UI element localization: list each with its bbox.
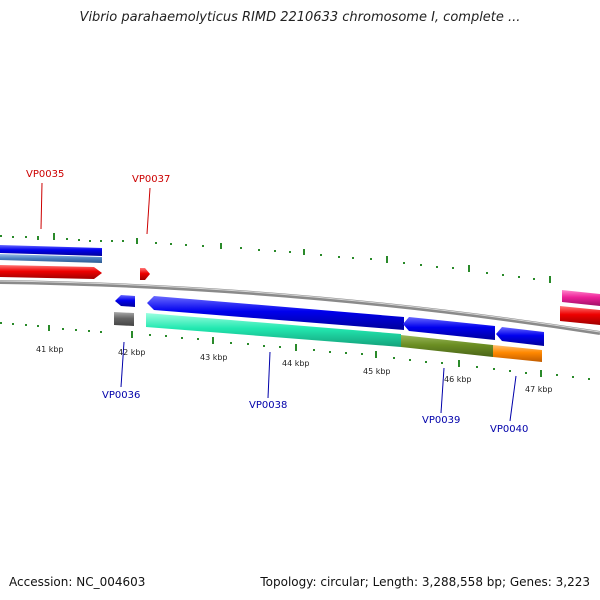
gene-vp0036-arrow[interactable] [115, 295, 135, 307]
inner-tick-track [0, 322, 590, 380]
leader-vp0038 [267, 351, 271, 399]
leader-vp0039 [440, 367, 445, 414]
gene-vp0038-product[interactable] [146, 313, 401, 347]
gene-vp0035-feature[interactable] [0, 245, 102, 256]
gene-label-vp0040[interactable]: VP0040 [490, 424, 528, 435]
gene-vp0040-product[interactable] [493, 345, 542, 362]
leader-vp0035 [40, 182, 43, 230]
outer-tick-track [0, 233, 551, 283]
gene-vp0038-arrow[interactable] [147, 296, 404, 330]
scale-label-41: 41 kbp [36, 345, 64, 354]
map-title: Vibrio parahaemolyticus RIMD 2210633 chr… [79, 10, 521, 25]
gene-vp0035-product[interactable] [0, 254, 102, 263]
summary-text: Topology: circular; Length: 3,288,558 bp… [260, 575, 590, 589]
leader-vp0040 [509, 375, 517, 422]
scale-label-46: 46 kbp [444, 375, 472, 384]
scale-label-42: 42 kbp [118, 348, 146, 357]
leader-vp0036 [120, 341, 125, 388]
gene-vp0036-product[interactable] [114, 312, 134, 326]
gene-vp0039-arrow[interactable] [403, 317, 495, 340]
scale-label-47: 47 kbp [525, 385, 553, 394]
gene-vp0040-arrow[interactable] [496, 327, 544, 346]
gene-vp0037-arrow[interactable] [140, 268, 150, 280]
gene-label-vp0036[interactable]: VP0036 [102, 390, 140, 401]
accession-text: Accession: NC_004603 [9, 575, 146, 589]
scale-label-45: 45 kbp [363, 367, 391, 376]
leader-vp0037 [146, 187, 151, 235]
scale-label-43: 43 kbp [200, 353, 228, 362]
gene-vp0035-arrow[interactable] [0, 265, 102, 279]
gene-label-vp0035[interactable]: VP0035 [26, 169, 64, 180]
gene-label-vp0038[interactable]: VP0038 [249, 400, 287, 411]
gene-vp0039-product[interactable] [401, 335, 493, 357]
gene-right-arrow[interactable] [560, 306, 600, 325]
gene-label-vp0039[interactable]: VP0039 [422, 415, 460, 426]
chromosome-backbone [0, 280, 600, 335]
gene-label-vp0037[interactable]: VP0037 [132, 174, 170, 185]
gene-right-product[interactable] [562, 290, 600, 306]
scale-label-44: 44 kbp [282, 359, 310, 368]
